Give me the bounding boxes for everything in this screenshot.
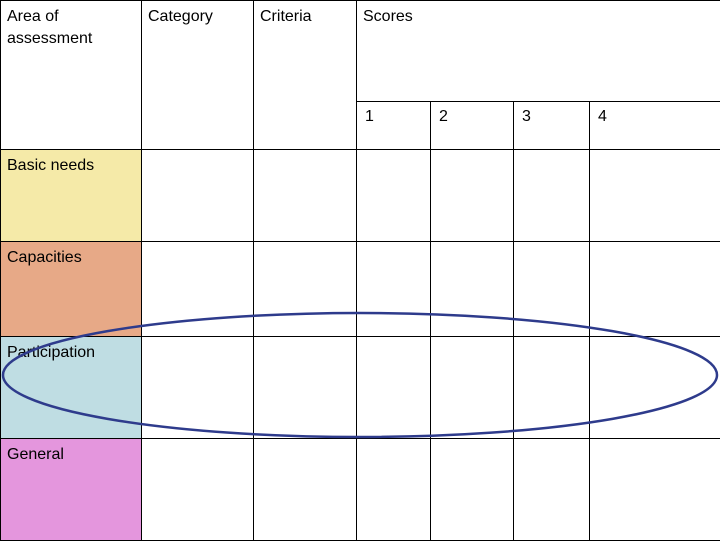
- score-cell: [431, 337, 514, 439]
- score-cell: [590, 337, 720, 439]
- score-cell: [357, 242, 431, 337]
- score-level-1: 1: [357, 102, 431, 150]
- score-cell: [590, 150, 720, 242]
- area-participation: Participation: [1, 337, 142, 439]
- score-cell: [357, 150, 431, 242]
- header-area-of-assessment: Area of assessment: [1, 1, 142, 150]
- header-criteria: Criteria: [254, 1, 357, 150]
- category-cell: [142, 242, 254, 337]
- score-level-2: 2: [431, 102, 514, 150]
- score-cell: [514, 242, 590, 337]
- score-cell: [590, 242, 720, 337]
- score-cell: [357, 439, 431, 541]
- area-general: General: [1, 439, 142, 541]
- table-row: Participation: [1, 337, 720, 439]
- area-capacities: Capacities: [1, 242, 142, 337]
- score-cell: [514, 439, 590, 541]
- area-basic-needs: Basic needs: [1, 150, 142, 242]
- score-cell: [514, 337, 590, 439]
- criteria-cell: [254, 439, 357, 541]
- header-category: Category: [142, 1, 254, 150]
- score-cell: [357, 337, 431, 439]
- score-cell: [514, 150, 590, 242]
- category-cell: [142, 150, 254, 242]
- table-row: General: [1, 439, 720, 541]
- score-level-3: 3: [514, 102, 590, 150]
- score-cell: [431, 439, 514, 541]
- category-cell: [142, 439, 254, 541]
- score-cell: [431, 242, 514, 337]
- category-cell: [142, 337, 254, 439]
- score-cell: [590, 439, 720, 541]
- criteria-cell: [254, 150, 357, 242]
- criteria-cell: [254, 242, 357, 337]
- header-scores: Scores: [357, 1, 720, 102]
- score-cell: [431, 150, 514, 242]
- table-row: Basic needs: [1, 150, 720, 242]
- score-level-4: 4: [590, 102, 720, 150]
- table-row: Capacities: [1, 242, 720, 337]
- criteria-cell: [254, 337, 357, 439]
